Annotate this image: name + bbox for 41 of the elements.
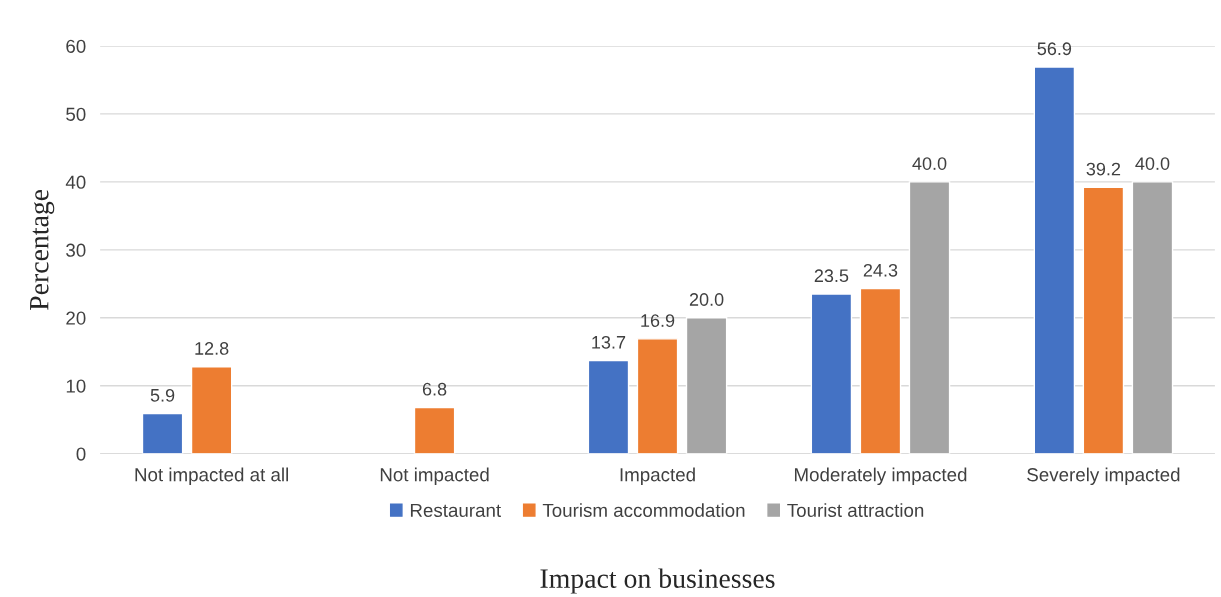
x-tick-label: Impacted	[620, 467, 695, 486]
bar	[908, 181, 951, 454]
y-tick-label: 0	[76, 447, 86, 461]
data-label: 20.0	[689, 293, 724, 306]
x-axis-title: Impact on businesses	[540, 568, 775, 594]
y-tick-label: 50	[66, 107, 86, 121]
x-tick-label: Severely impacted	[1027, 467, 1180, 486]
data-label: 23.5	[814, 269, 849, 283]
x-tick-label: Not impacted	[380, 467, 489, 486]
bar	[685, 317, 728, 454]
y-tick-label: 30	[66, 243, 86, 257]
bar	[413, 406, 456, 454]
bar	[859, 287, 902, 454]
data-label: 5.9	[150, 388, 175, 402]
bar	[636, 338, 679, 454]
y-tick-label: 40	[65, 175, 86, 189]
bar	[190, 366, 233, 454]
y-tick-label: 10	[66, 379, 86, 393]
bar	[1082, 186, 1125, 454]
y-tick-label: 60	[66, 39, 86, 53]
legend-label: Restaurant	[410, 503, 501, 517]
data-label: 40.0	[1135, 157, 1170, 170]
x-tick-label: Not impacted at all	[135, 467, 288, 486]
x-tick-label: Moderately impacted	[794, 467, 967, 486]
legend-label: Tourist attraction	[787, 503, 924, 517]
bar	[810, 293, 853, 454]
bar	[1131, 181, 1174, 454]
bar	[1033, 66, 1076, 454]
data-label: 16.9	[641, 314, 675, 327]
y-tick-label: 20	[66, 311, 86, 325]
data-label: 13.7	[592, 335, 626, 349]
data-label: 24.3	[863, 263, 898, 277]
data-label: 39.2	[1086, 162, 1121, 176]
data-label: 40.0	[912, 157, 947, 170]
bar	[141, 412, 184, 454]
data-label: 6.8	[422, 382, 447, 396]
bar	[587, 359, 630, 454]
data-label: 56.9	[1037, 42, 1072, 56]
y-axis-title: Percentage	[30, 189, 55, 310]
legend-label: Tourism accommodation	[542, 503, 745, 517]
data-label: 12.8	[195, 342, 229, 355]
